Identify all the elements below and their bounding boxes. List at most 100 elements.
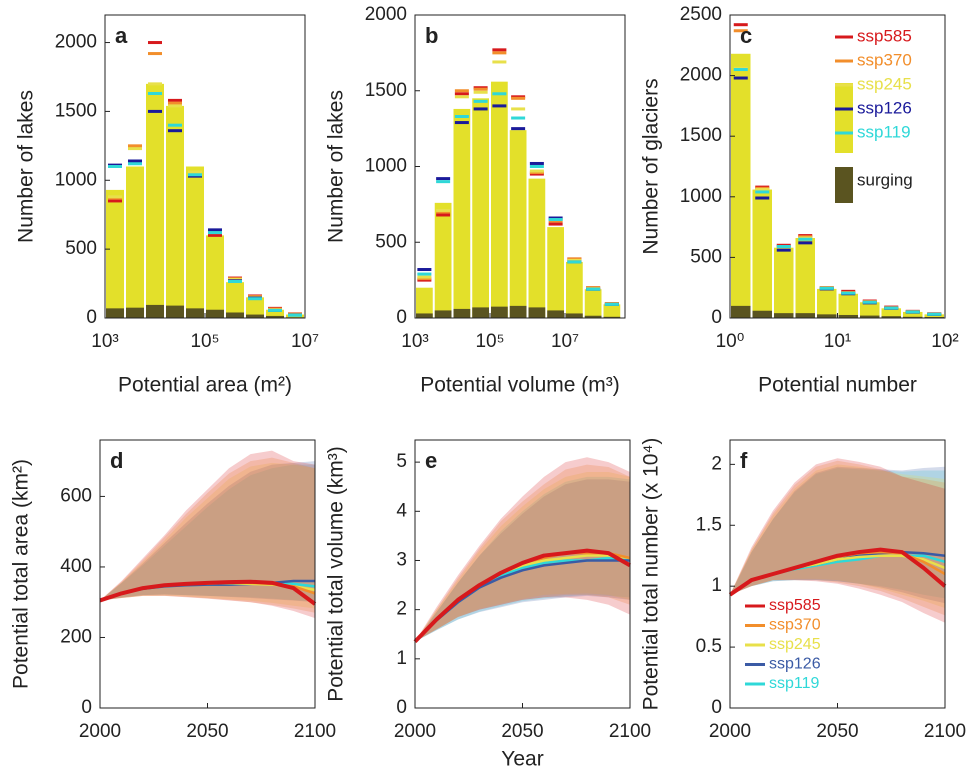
- bar: [453, 108, 471, 319]
- scenario-marker: [188, 170, 203, 174]
- x-tick-label: 10⁷: [551, 331, 579, 352]
- x-tick-label: 10⁷: [291, 331, 319, 352]
- y-tick-label: 200: [60, 626, 92, 647]
- uncertainty-band: [730, 468, 945, 599]
- y-tick-label: 0: [86, 307, 97, 328]
- y-tick-label: 1500: [55, 100, 97, 121]
- scenario-marker: [511, 116, 526, 120]
- y-tick-label: 0.5: [696, 636, 722, 657]
- legend-label: ssp245: [769, 636, 821, 653]
- x-axis-title: Potential volume (m³): [420, 374, 620, 397]
- surging-bar: [434, 310, 452, 318]
- legend-label: ssp119: [769, 675, 820, 692]
- y-tick-label: 2: [711, 453, 722, 474]
- bar: [731, 53, 751, 319]
- line: [728, 547, 947, 597]
- legend-label: ssp370: [857, 50, 912, 69]
- panel-label: b: [425, 23, 438, 48]
- legend-label: ssp585: [769, 597, 821, 614]
- scenario-marker: [511, 107, 526, 111]
- scenario-marker: [776, 244, 791, 248]
- surging-bar: [166, 305, 185, 318]
- y-tick-label: 600: [60, 485, 92, 506]
- line: [413, 548, 631, 644]
- surging-bar: [491, 306, 508, 318]
- surging-bar: [509, 305, 527, 318]
- x-tick-label: 2000: [709, 721, 751, 742]
- scenario-marker: [905, 310, 920, 314]
- uncertainty-band: [415, 476, 630, 642]
- y-axis-title: Potential total area (km²): [10, 459, 33, 689]
- y-tick-label: 2000: [680, 65, 722, 86]
- legend-bar-swatch: [835, 83, 853, 153]
- scenario-marker: [108, 165, 123, 168]
- bar: [206, 235, 225, 318]
- uncertainty-band: [730, 458, 945, 623]
- scenario-marker: [755, 196, 770, 200]
- bar: [166, 105, 185, 319]
- legend-label: ssp245: [857, 74, 912, 93]
- scenario-marker: [168, 101, 183, 105]
- scenario-marker: [492, 60, 507, 64]
- uncertainty-band: [100, 462, 315, 609]
- y-tick-label: 1000: [365, 156, 407, 177]
- y-tick-label: 4: [396, 500, 407, 521]
- scenario-marker: [492, 48, 507, 52]
- scenario-marker: [248, 297, 262, 301]
- bar: [146, 83, 165, 318]
- surging-bar: [860, 315, 880, 318]
- bar: [547, 227, 564, 318]
- scenario-marker: [567, 260, 582, 264]
- surging-bar: [795, 313, 816, 318]
- surging-bar: [752, 310, 773, 318]
- legend-label: surging: [857, 170, 913, 189]
- scenario-marker: [208, 233, 223, 237]
- bar: [226, 282, 244, 318]
- legend-surging-swatch: [835, 167, 853, 203]
- scenario-marker: [492, 104, 507, 108]
- scenario-marker: [511, 96, 526, 100]
- scenario-marker: [798, 241, 813, 245]
- surging-bar: [547, 310, 564, 318]
- surging-bar: [146, 304, 165, 318]
- scenario-marker: [148, 82, 163, 86]
- uncertainty-band: [100, 461, 315, 603]
- scenario-marker: [548, 218, 563, 222]
- scenario-marker: [862, 300, 877, 304]
- scenario-marker: [473, 90, 488, 94]
- panel-label: c: [740, 23, 752, 48]
- bar: [245, 297, 264, 318]
- legend-label: ssp126: [857, 98, 912, 117]
- scenario-marker: [567, 258, 582, 262]
- scenario-marker: [586, 287, 601, 291]
- legend-label: ssp126: [769, 656, 821, 673]
- scenario-marker: [454, 121, 469, 125]
- x-axis-title: Year: [501, 748, 543, 770]
- scenario-marker: [927, 312, 942, 316]
- scenario-marker: [473, 107, 488, 111]
- uncertainty-band: [415, 479, 630, 642]
- panel-label: d: [110, 448, 123, 473]
- bar: [472, 98, 489, 318]
- x-tick-label: 2050: [501, 721, 543, 742]
- scenario-marker: [436, 177, 451, 181]
- panel-label: e: [425, 448, 437, 473]
- scenario-marker: [417, 277, 432, 281]
- surging-bar: [584, 315, 602, 318]
- scenario-marker: [884, 306, 899, 310]
- y-tick-label: 2000: [365, 4, 407, 25]
- y-tick-label: 0: [396, 697, 407, 718]
- uncertainty-band: [415, 464, 630, 642]
- legend-label: ssp585: [857, 26, 912, 45]
- surging-bar: [453, 308, 471, 318]
- y-tick-label: 1: [396, 648, 407, 669]
- scenario-marker: [473, 99, 488, 103]
- surging-bar: [186, 308, 204, 318]
- y-tick-label: 500: [375, 231, 407, 252]
- y-tick-label: 1000: [680, 186, 722, 207]
- scenario-marker: [288, 313, 302, 317]
- x-tick-label: 10¹: [824, 331, 851, 352]
- y-tick-label: 400: [60, 556, 92, 577]
- bar: [186, 166, 204, 318]
- scenario-marker: [168, 123, 183, 127]
